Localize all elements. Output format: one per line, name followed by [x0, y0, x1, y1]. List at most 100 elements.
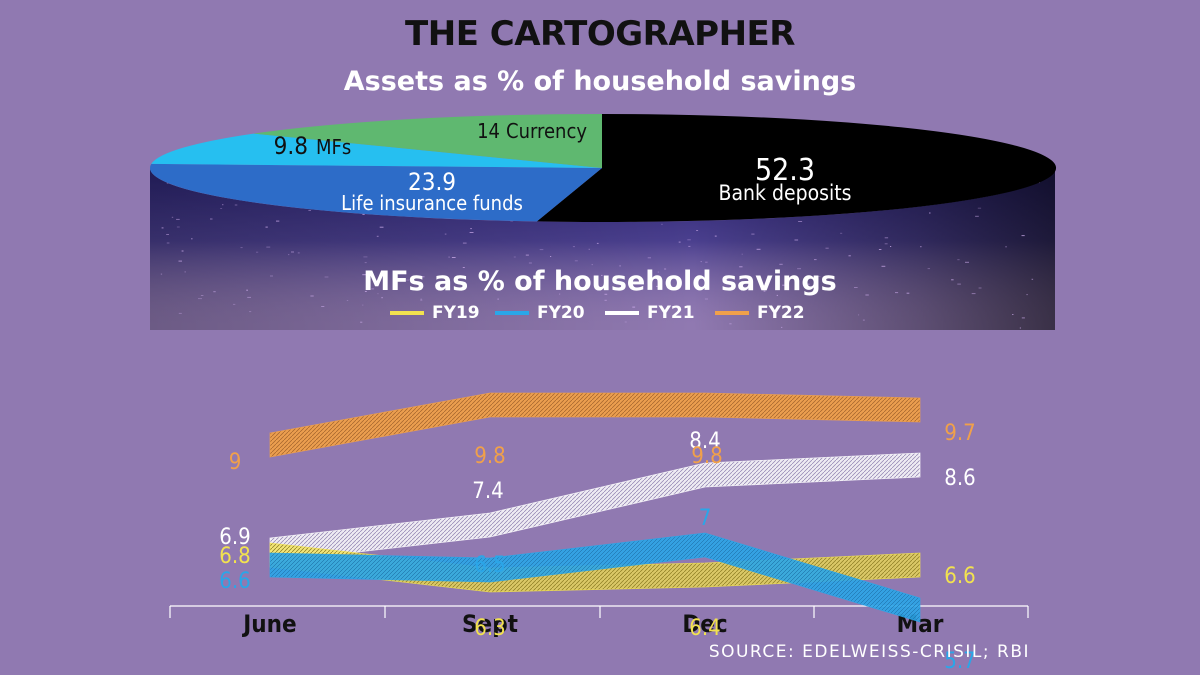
speckle — [513, 256, 516, 258]
speckle — [191, 238, 193, 240]
speckle — [559, 293, 561, 295]
speckle — [795, 317, 799, 319]
pie-label-currency: Currency — [506, 119, 587, 143]
speckle — [588, 248, 590, 250]
speckle — [929, 212, 931, 214]
speckle — [233, 303, 236, 305]
speckle — [705, 261, 708, 263]
speckle — [751, 233, 755, 235]
speckle — [246, 289, 248, 291]
speckle — [591, 264, 593, 266]
data-labels: 6.8 6.3 6.4 6.6 6.6 6.5 7 5.7 6.9 7.4 8.4 8.6 9 9.8 9.… — [219, 421, 975, 674]
speckle — [884, 237, 889, 239]
series-band-fy20 — [269, 532, 921, 623]
speckle — [951, 279, 954, 281]
pie-label-bank: Bank deposits — [719, 181, 852, 205]
speckle — [220, 208, 223, 209]
speckle — [451, 257, 456, 258]
speckle — [601, 274, 603, 276]
speckle — [256, 251, 259, 253]
speckle — [379, 226, 384, 228]
speckle — [656, 285, 660, 287]
legend-item-fy20: FY20 — [495, 300, 585, 326]
speckle — [814, 259, 817, 261]
line-series — [269, 392, 921, 623]
speckle — [160, 273, 163, 275]
pie-slice-bank — [536, 113, 1057, 222]
speckle — [510, 220, 514, 222]
legend-label-fy22: FY22 — [757, 303, 805, 323]
pie-value-life: 23.9 — [408, 168, 456, 196]
legend-item-fy21: FY21 — [605, 300, 695, 326]
speckle — [200, 295, 204, 296]
speckle — [240, 247, 243, 249]
speckle — [1026, 294, 1028, 296]
speckle — [166, 182, 169, 184]
data-label-fy22-sept: 9.8 — [474, 444, 505, 469]
pie-slice-currency — [253, 114, 602, 168]
speckle — [178, 260, 182, 262]
speckle — [222, 204, 224, 206]
speckle — [1019, 327, 1021, 329]
pie-slice-mf — [151, 133, 603, 168]
speckle — [704, 298, 708, 300]
legend: FY19 FY20 FY21 FY22 — [385, 300, 815, 326]
speckle — [265, 226, 268, 228]
speckle — [161, 227, 164, 229]
speckle — [884, 243, 888, 245]
data-label-fy20-june: 6.6 — [219, 569, 250, 594]
speckle — [638, 281, 641, 283]
speckle — [181, 250, 184, 252]
speckle — [661, 223, 663, 225]
speckle — [604, 293, 608, 295]
speckle — [308, 210, 311, 211]
speckle — [664, 268, 667, 270]
speckle — [782, 284, 786, 286]
speckle — [321, 306, 325, 307]
speckle — [176, 226, 180, 228]
x-axis: June Sept Dec Mar — [169, 605, 1029, 638]
legend-label-fy20: FY20 — [537, 303, 585, 323]
speckle — [448, 256, 450, 258]
speckle — [176, 218, 180, 220]
data-label-fy21-june: 6.9 — [219, 525, 250, 550]
speckle — [346, 300, 349, 301]
speckle — [648, 277, 651, 279]
speckle — [497, 298, 499, 300]
brand-title: THE CARTOGRAPHER — [405, 14, 795, 54]
speckle — [977, 207, 982, 209]
speckle — [854, 287, 858, 288]
speckle — [678, 241, 681, 243]
speckle — [865, 294, 869, 296]
speckle — [687, 239, 691, 241]
speckle — [171, 216, 174, 218]
speckle — [808, 283, 810, 285]
speckle — [1012, 314, 1014, 315]
speckle — [381, 297, 383, 299]
legend-label-fy19: FY19 — [432, 303, 480, 323]
speckle — [798, 221, 803, 222]
speckle — [363, 256, 368, 258]
speckle — [291, 251, 294, 253]
speckle — [198, 298, 202, 300]
speckle — [1031, 278, 1034, 280]
speckle — [297, 252, 300, 254]
speckle — [862, 319, 865, 321]
speckle — [920, 246, 922, 248]
speckle — [276, 220, 280, 222]
speckle — [528, 262, 532, 264]
speckle — [878, 249, 882, 250]
speckle — [210, 218, 213, 220]
legend-label-fy21: FY21 — [647, 303, 695, 323]
data-label-fy21-dec: 8.4 — [689, 429, 720, 454]
speckle — [405, 279, 410, 281]
speckle — [362, 274, 366, 276]
data-label-fy20-sept: 6.5 — [474, 553, 505, 578]
speckle — [978, 287, 982, 289]
speckle — [213, 291, 216, 293]
speckle — [444, 233, 447, 235]
speckle — [794, 239, 799, 241]
speckle — [572, 246, 575, 248]
speckle — [364, 291, 367, 292]
speckle — [539, 249, 544, 251]
